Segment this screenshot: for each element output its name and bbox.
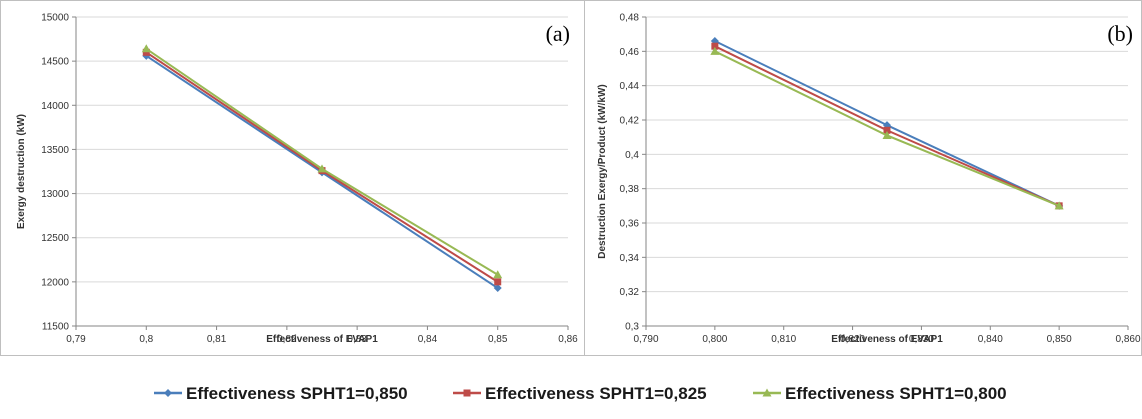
- panel-b-y-tick-label: 0,46: [620, 47, 640, 58]
- panel-a-series-3-point: [141, 44, 151, 53]
- panel-b-series-2-point: [711, 42, 719, 50]
- panel-a-label: (a): [546, 21, 570, 46]
- panel-b-series-3-point: [710, 46, 720, 55]
- panel-b-y-tick-label: 0,32: [620, 287, 640, 298]
- panel-a-y-axis-title: Exergy destruction (kW): [16, 114, 27, 229]
- panel-b-label: (b): [1107, 21, 1133, 46]
- panel-b-x-tick-label: 0,790: [633, 334, 658, 345]
- panel-a-x-tick-label: 0,85: [488, 334, 508, 345]
- legend-item-label: Effectiveness SPHT1=0,850: [186, 384, 408, 403]
- panel-b-x-tick-label: 0,850: [1047, 334, 1072, 345]
- panel-b-y-tick-label: 0,3: [625, 322, 639, 333]
- panel-a-series-3-point: [317, 164, 327, 173]
- panel-b-x-tick-label: 0,860: [1115, 334, 1140, 345]
- panel-b-chart: 0,3 0,32 0,34 0,36 0,38 0,4 0,42 0,44 0,46 0,48 0,…: [597, 13, 1141, 346]
- panel-b-y-tick-label: 0,4: [625, 150, 639, 161]
- panel-b-y-tick-label: 0,44: [620, 81, 640, 92]
- panel-a-x-tick-label: 0,86: [558, 334, 578, 345]
- panel-b-y-tick-label: 0,42: [620, 116, 640, 127]
- panel-a-x-axis-title: Effectiveness of EVAP1: [266, 334, 378, 345]
- panel-b-frame: [584, 0, 1142, 356]
- panel-a-series-2-point: [142, 48, 150, 56]
- panel-a-y-tick-label: 15000: [41, 13, 69, 24]
- panel-a-y-tick-label: 13000: [41, 189, 69, 200]
- panel-b-y-tick-label: 0,48: [620, 13, 640, 24]
- panel-a-x-tick-label: 0,81: [207, 334, 227, 345]
- panel-b-y-tick-label: 0,38: [620, 184, 640, 195]
- legend-swatch-marker: [762, 388, 772, 397]
- panel-b-series-2-point: [883, 126, 891, 134]
- panel-a-x-tick-label: 0,79: [66, 334, 86, 345]
- panel-b-y-tick-label: 0,34: [620, 253, 640, 264]
- legend-item-label: Effectiveness SPHT1=0,825: [485, 384, 707, 403]
- panel-a-y-tick-label: 12000: [41, 277, 69, 288]
- panel-a-series-2-point: [494, 278, 502, 286]
- panel-a-y-tick-label: 13500: [41, 145, 69, 156]
- legend-swatch-marker: [164, 389, 172, 397]
- legend-item-label: Effectiveness SPHT1=0,800: [785, 384, 1007, 403]
- panel-b-x-tick-label: 0,830: [909, 334, 934, 345]
- panel-a-series-3-point: [493, 270, 503, 279]
- panel-b-x-tick-label: 0,810: [771, 334, 796, 345]
- panel-b-x-tick-label: 0,820: [840, 334, 865, 345]
- legend-swatch-marker: [463, 389, 471, 397]
- panel-a-frame: [0, 0, 585, 356]
- panel-b-x-tick-label: 0,840: [978, 334, 1003, 345]
- panel-a-y-tick-label: 14000: [41, 101, 69, 112]
- legend: Effectiveness SPHT1=0,850 Effectiveness S…: [154, 384, 1007, 403]
- panel-a-x-tick-label: 0,82: [277, 334, 297, 345]
- panel-a-y-tick-label: 12500: [41, 233, 69, 244]
- panel-a-x-tick-label: 0,83: [347, 334, 367, 345]
- panel-a-x-tick-label: 0,84: [418, 334, 438, 345]
- panel-b-y-tick-label: 0,36: [620, 219, 640, 230]
- panel-a-series-1-point: [493, 284, 502, 293]
- panel-a-chart: 11500 12000 12500 13000 13500 14000 14500 15000…: [16, 13, 578, 346]
- panel-a-y-tick-label: 14500: [41, 57, 69, 68]
- panel-b-x-tick-label: 0,800: [702, 334, 727, 345]
- panel-a-x-tick-label: 0,8: [139, 334, 153, 345]
- panel-b-y-axis-title: Destruction Exergy/Product (kW/kW): [597, 84, 608, 258]
- panel-b-x-axis-title: Effectiveness of EVAP1: [831, 334, 943, 345]
- panel-b-series-3-point: [1054, 201, 1064, 210]
- panel-b-series-3-point: [882, 130, 892, 139]
- panel-a-y-tick-label: 11500: [42, 322, 70, 333]
